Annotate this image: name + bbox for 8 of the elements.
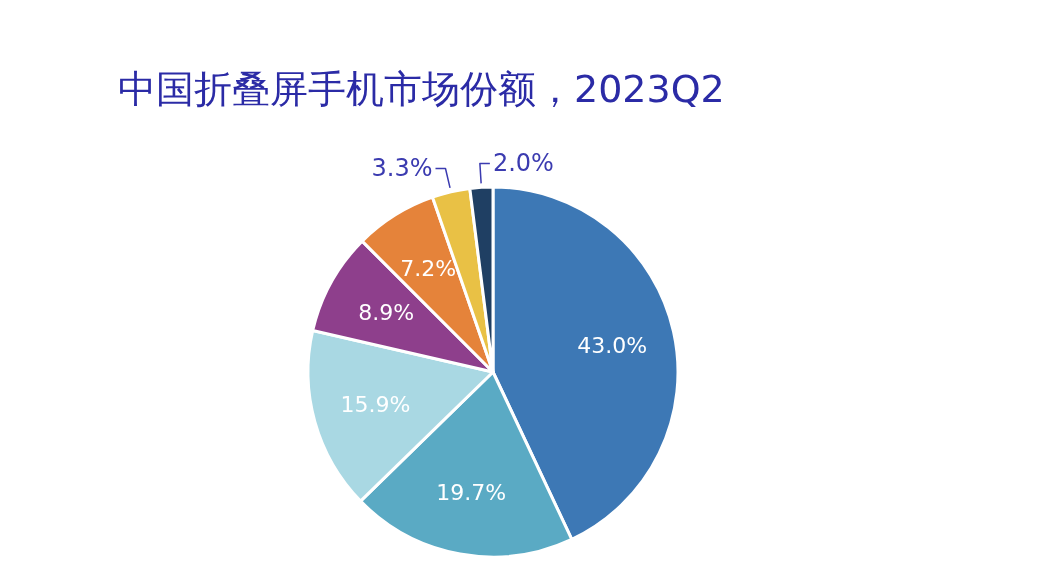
data-label: 7.2% [400,256,457,281]
data-label: 43.0% [577,332,648,358]
data-label: 15.9% [340,392,411,418]
data-label: 19.7% [436,479,507,505]
data-label: 2.0% [492,149,554,178]
data-label: 8.9% [358,300,415,326]
data-label: 3.3% [371,154,433,183]
chart-title: 中国折叠屏手机市场份额，2023Q2 [118,67,725,111]
